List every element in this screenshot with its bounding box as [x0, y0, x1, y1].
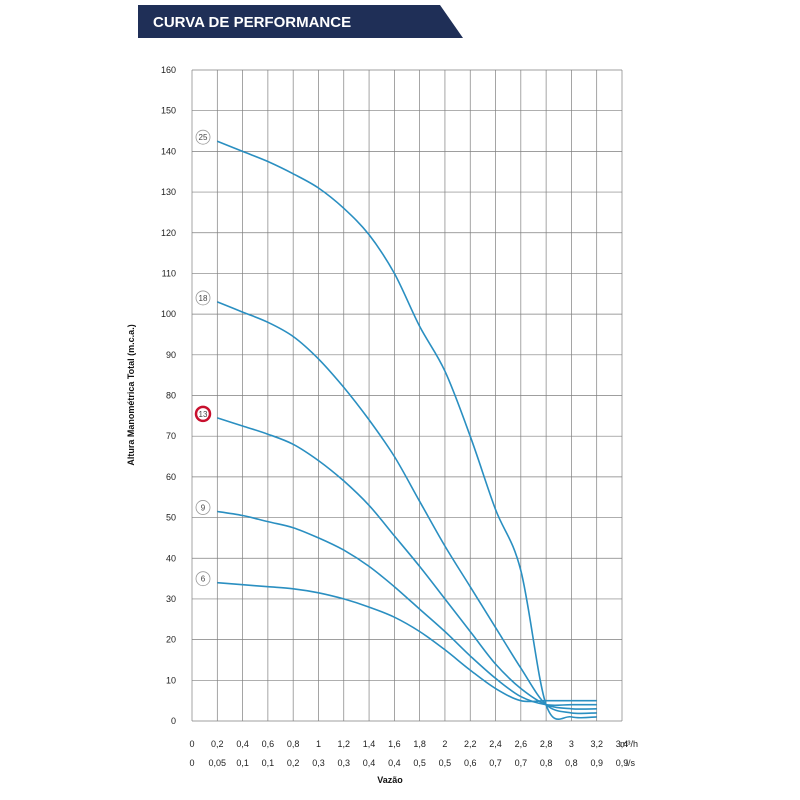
- x-tick-label-m3h: 1: [316, 739, 321, 749]
- x-tick-label-ls: 0,4: [363, 758, 376, 768]
- x-tick-label-ls: 0,5: [439, 758, 452, 768]
- x-tick-label-m3h: 3: [569, 739, 574, 749]
- series-badge-label: 18: [199, 294, 208, 303]
- chart-grid: [191, 69, 623, 722]
- y-tick-label: 110: [162, 268, 176, 278]
- x-tick-label-ls: 0,4: [388, 758, 401, 768]
- x-tick-label-ls: 0,5: [413, 758, 426, 768]
- x-tick-label-ls: 0,2: [287, 758, 300, 768]
- series-badge-label: 13: [199, 410, 208, 419]
- y-tick-label: 130: [161, 187, 176, 197]
- y-tick-label: 140: [161, 146, 176, 156]
- x-tick-label-m3h: 1,8: [413, 739, 426, 749]
- x-tick-label-ls: 0,7: [489, 758, 502, 768]
- x-tick-label-m3h: 1,2: [338, 739, 351, 749]
- x-unit-ls: l/s: [626, 758, 636, 768]
- x-tick-label-ls: 0,8: [540, 758, 553, 768]
- x-tick-label-ls: 0,9: [590, 758, 603, 768]
- x-tick-label-m3h: 0,6: [262, 739, 275, 749]
- x-tick-label-m3h: 2,8: [540, 739, 553, 749]
- x-tick-label-m3h: 1,6: [388, 739, 401, 749]
- y-tick-label: 120: [161, 228, 176, 238]
- chart-series: [216, 140, 597, 720]
- x-tick-label-m3h: 0,2: [211, 739, 224, 749]
- header-banner: CURVA DE PERFORMANCE: [138, 5, 463, 38]
- series-badge-label: 6: [201, 575, 206, 584]
- x-tick-label-ls: 0,3: [338, 758, 351, 768]
- x-tick-label-ls: 0,7: [515, 758, 528, 768]
- x-tick-label-m3h: 2,4: [489, 739, 502, 749]
- header-banner-shape: [138, 5, 463, 38]
- x-tick-label-m3h: 2,2: [464, 739, 477, 749]
- y-tick-label: 100: [161, 309, 176, 319]
- series-badge-circle: [195, 129, 211, 145]
- x-tick-label-ls: 0,3: [312, 758, 325, 768]
- series-badge-circle: [194, 405, 212, 423]
- series-badge-label: 9: [201, 503, 206, 512]
- x-tick-label-m3h: 2,6: [515, 739, 528, 749]
- x-tick-label-ls: 0,6: [464, 758, 477, 768]
- x-axis-ticks: 0 0 0,2 0,05 0,4 0,1 0,6 0,1 0,8 0,2 1 0,3 1,2 0,3 1,4…: [189, 739, 628, 768]
- x-tick-label-ls: 0,1: [262, 758, 275, 768]
- y-tick-label: 40: [166, 553, 176, 563]
- x-tick-label-m3h: 0: [189, 739, 194, 749]
- series-badge-label: 25: [199, 133, 208, 142]
- x-tick-label-ls: 0,05: [209, 758, 227, 768]
- page-title: CURVA DE PERFORMANCE: [153, 14, 351, 31]
- x-tick-label-m3h: 1,4: [363, 739, 376, 749]
- x-tick-label-m3h: 0,4: [236, 739, 249, 749]
- x-tick-label-ls: 0: [189, 758, 194, 768]
- series-badge-circle: [195, 290, 211, 306]
- y-tick-label: 30: [166, 594, 176, 604]
- x-tick-label-m3h: 2: [442, 739, 447, 749]
- y-tick-label: 160: [161, 65, 176, 75]
- y-tick-label: 10: [166, 675, 176, 685]
- y-axis-ticks: 0 10 20 30 40 50 60 70 80 90 100 110 120 130 140 150 160: [161, 65, 176, 726]
- series-badge-circle: [195, 500, 211, 515]
- x-tick-label-m3h: 0,8: [287, 739, 300, 749]
- x-tick-label-m3h: 3,2: [590, 739, 603, 749]
- series-badges: 25 18 13 9 6: [194, 129, 212, 587]
- series-line-25: [216, 140, 597, 720]
- y-tick-label: 150: [161, 106, 176, 116]
- series-badge-circle: [195, 571, 211, 587]
- y-tick-label: 50: [166, 513, 176, 523]
- y-tick-label: 20: [166, 635, 176, 645]
- series-line-13: [217, 417, 597, 710]
- y-tick-label: 80: [166, 391, 176, 401]
- x-tick-label-ls: 0,9: [616, 758, 629, 768]
- y-tick-label: 70: [166, 431, 176, 441]
- x-tick-label-ls: 0,1: [236, 758, 249, 768]
- series-line-18: [216, 301, 597, 715]
- y-tick-label: 60: [166, 472, 176, 482]
- y-tick-label: 90: [166, 350, 176, 360]
- x-axis-title: Vazão: [377, 775, 403, 785]
- series-line-6: [217, 581, 597, 703]
- x-tick-label-ls: 0,8: [565, 758, 578, 768]
- y-axis-title: Altura Manométrica Total (m.c.a.): [126, 324, 136, 465]
- y-tick-label: 0: [171, 716, 176, 726]
- x-tick-label-m3h: 3,4: [616, 739, 629, 749]
- x-unit-m3h: m³/h: [620, 739, 638, 749]
